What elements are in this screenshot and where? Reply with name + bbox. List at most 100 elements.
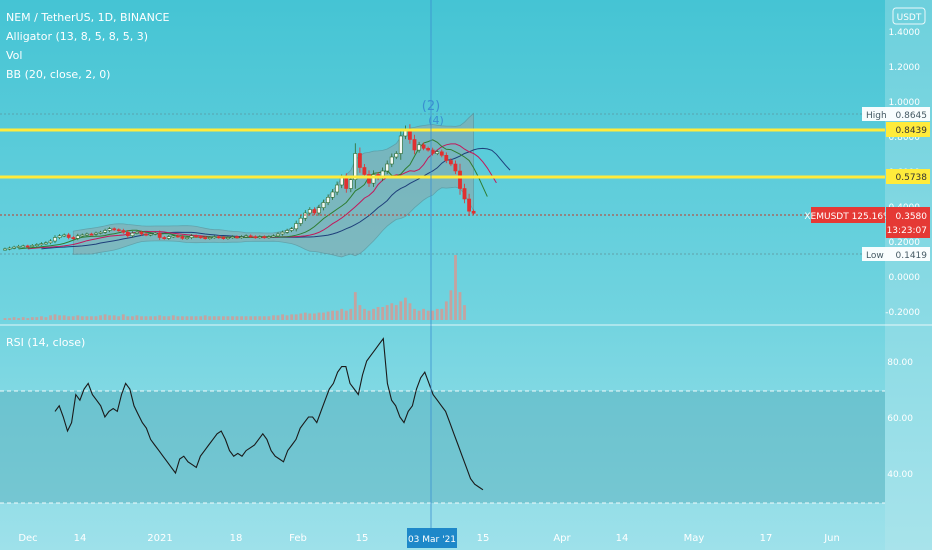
volume-bar: [226, 316, 230, 320]
high-tag-bg: [862, 107, 930, 121]
volume-bar: [390, 303, 394, 320]
volume-bar: [217, 316, 221, 320]
volume-bar: [71, 316, 75, 320]
price-tick-label: 1.2000: [889, 63, 921, 73]
volume-bar: [185, 316, 189, 320]
volume-bar: [12, 317, 16, 320]
volume-bar: [67, 316, 71, 320]
crosshair-date: 03 Mar '21: [408, 535, 456, 545]
candle-body: [98, 231, 103, 234]
candle-body: [221, 237, 226, 240]
rsi-axis[interactable]: 80.00 60.00 40.00: [887, 358, 913, 480]
candle-body: [217, 236, 221, 239]
candle-body: [162, 237, 167, 240]
volume-bar: [317, 312, 321, 320]
volume-bar: [326, 311, 330, 320]
low-tag-bg: [862, 247, 930, 261]
volume-bar: [454, 255, 457, 320]
symbol-title[interactable]: NEM / TetherUS, 1D, BINANCE: [6, 11, 170, 24]
candle-body: [458, 170, 462, 189]
volume-bar: [431, 310, 435, 320]
candle-body: [367, 174, 371, 184]
rsi-series-line: [54, 337, 484, 491]
candle-body: [89, 233, 94, 236]
candle-body: [235, 236, 239, 239]
volume-bar: [272, 315, 275, 320]
volume-bar: [262, 316, 266, 320]
candle-body: [444, 155, 449, 161]
candle-body: [12, 246, 17, 249]
alligator-lines: [18, 139, 511, 250]
volume-bar: [363, 308, 366, 320]
volume-bar: [367, 310, 371, 320]
candle-body: [107, 228, 112, 231]
currency-badge[interactable]: [892, 7, 926, 25]
volume-bar: [335, 310, 339, 320]
volume-bar: [222, 316, 225, 320]
candle-body: [307, 209, 312, 214]
volume-bar: [440, 308, 444, 320]
wave-label-4: (4): [428, 114, 444, 127]
volume-bar: [308, 313, 312, 320]
volume-bar: [376, 307, 380, 320]
volume-bar: [203, 315, 207, 320]
candle-body: [421, 144, 426, 149]
volume-bar: [190, 316, 193, 320]
volume-bar: [422, 308, 425, 320]
time-tick-label: Jun: [823, 533, 840, 544]
lower-level-value: 0.5738: [896, 173, 928, 183]
volume-bar: [413, 308, 416, 320]
candle-body: [312, 209, 317, 214]
volume-bar: [108, 315, 111, 320]
candle-body: [344, 177, 349, 189]
volume-bar: [435, 308, 439, 320]
candle-body: [126, 231, 130, 236]
candle-body: [130, 232, 135, 237]
volume-bar: [381, 307, 385, 320]
indicator-alligator[interactable]: Alligator (13, 8, 5, 8, 5, 3): [6, 30, 148, 43]
indicator-vol[interactable]: Vol: [6, 49, 22, 62]
volume-bar: [426, 310, 430, 320]
candle-body: [321, 202, 326, 208]
volume-bar: [94, 316, 98, 320]
volume-bar: [140, 316, 143, 320]
current-price-name-tag: [811, 207, 885, 223]
volume-bar: [299, 313, 303, 320]
volume-bar: [385, 305, 389, 320]
candle-body: [439, 151, 444, 156]
candle-body: [30, 245, 35, 247]
time-axis[interactable]: Dec 14 2021 18 Feb 15 15 Apr 14 May 17 Jun: [18, 533, 839, 544]
candle-body: [185, 237, 189, 240]
candle-body: [66, 234, 71, 238]
price-tick-label: 0.0000: [889, 273, 921, 283]
volume-bar: [176, 316, 180, 320]
candle-body: [285, 230, 290, 233]
candle-body: [80, 234, 85, 237]
rsi-title[interactable]: RSI (14, close): [6, 336, 85, 349]
bar-countdown: 13:23:07: [887, 226, 927, 236]
time-tick-label: 17: [760, 533, 773, 544]
price-tick-label: 1.4000: [889, 28, 921, 38]
rsi-band-fill: [0, 391, 885, 503]
high-label: High: [866, 111, 887, 121]
indicator-bb[interactable]: BB (20, close, 2, 0): [6, 68, 110, 81]
candle-body: [303, 212, 308, 219]
volume-bar: [344, 310, 348, 320]
volume-bar: [162, 316, 166, 320]
currency-badge-text: USDT: [897, 13, 922, 23]
candle-body: [198, 236, 203, 239]
rsi-tick-label: 60.00: [887, 414, 913, 424]
volume-bar: [76, 315, 80, 320]
candle-body: [135, 231, 139, 234]
candle-body: [7, 247, 12, 250]
candle-body: [357, 153, 362, 168]
time-tick-label: 18: [230, 533, 243, 544]
candle-body: [339, 177, 344, 186]
candle-body: [75, 235, 80, 239]
volume-bar: [30, 317, 34, 320]
volume-bar: [181, 316, 184, 320]
volume-bar: [135, 315, 139, 320]
low-label: Low: [866, 251, 884, 261]
candle-body: [244, 235, 249, 238]
